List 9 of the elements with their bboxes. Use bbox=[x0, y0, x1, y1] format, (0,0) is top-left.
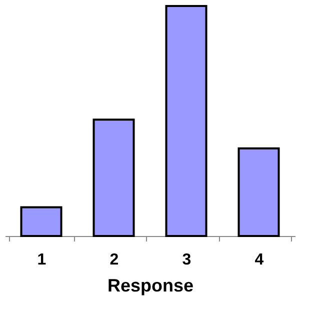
bar bbox=[165, 5, 208, 237]
x-tick-label: 3 bbox=[182, 252, 192, 268]
bar bbox=[92, 118, 135, 237]
x-tick-label: 1 bbox=[37, 252, 46, 268]
bar bbox=[20, 206, 62, 237]
bar bbox=[238, 147, 280, 237]
x-tick-label: 2 bbox=[110, 252, 119, 268]
x-axis-title: Response bbox=[107, 276, 194, 296]
x-tick-label: 4 bbox=[254, 252, 264, 268]
